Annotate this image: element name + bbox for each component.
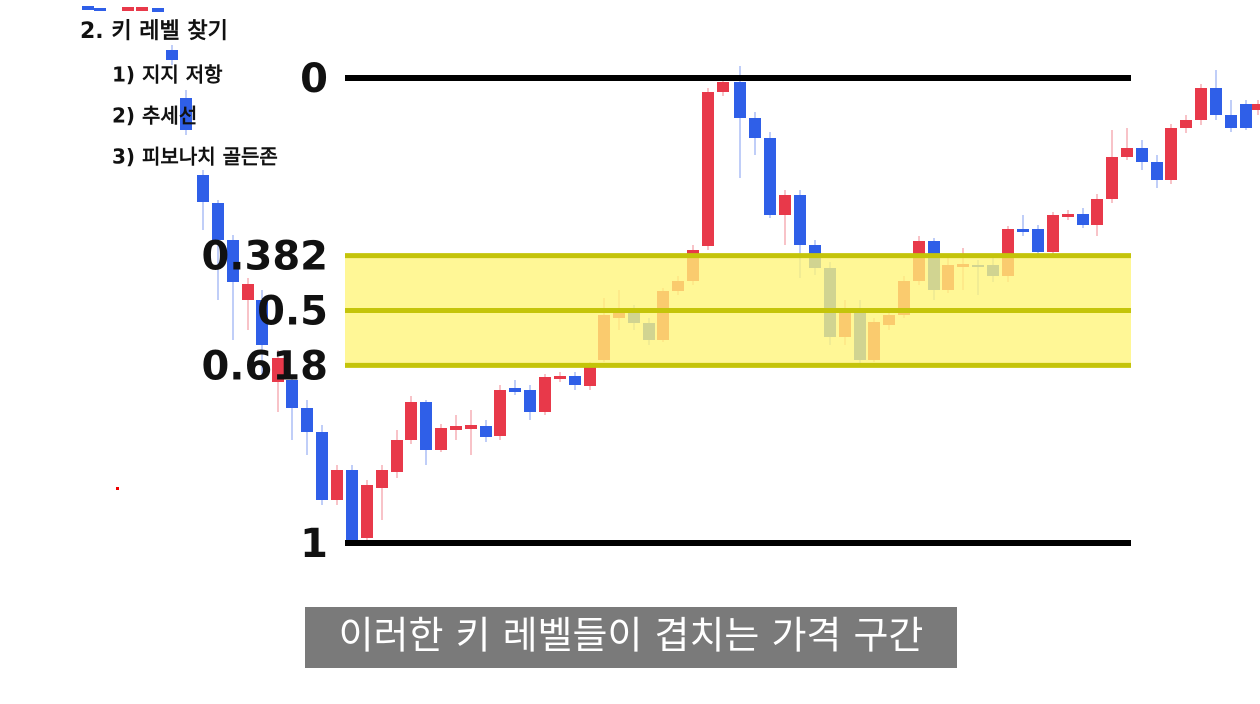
candle-body	[1077, 214, 1089, 225]
candle-body	[702, 92, 714, 246]
candle-body	[286, 380, 298, 408]
candle-body	[1195, 88, 1207, 120]
candle-body	[166, 50, 178, 60]
candle-body	[361, 485, 373, 538]
candle-body	[794, 195, 806, 245]
candle-body	[405, 402, 417, 440]
fib-label: 0.382	[201, 234, 328, 280]
candle-body	[1151, 162, 1163, 180]
menu-item: 1) 지지 저항	[112, 63, 223, 87]
candle-body	[346, 470, 358, 540]
candle-body	[1210, 88, 1222, 115]
candle-body	[1165, 128, 1177, 180]
candle-body	[554, 376, 566, 379]
candle-body	[180, 98, 192, 130]
candle-body	[1032, 229, 1044, 252]
candle-body	[779, 195, 791, 215]
candle-body	[450, 426, 462, 430]
candle-body	[749, 118, 761, 138]
candle-body	[1225, 115, 1237, 128]
menu-item: 2) 추세선	[112, 104, 197, 128]
candle-body	[584, 366, 596, 386]
candle-body	[1240, 104, 1252, 128]
caption-box	[305, 607, 957, 668]
candle-body	[94, 8, 106, 11]
candle-body	[539, 377, 551, 412]
candle-body	[376, 470, 388, 488]
candle-body	[227, 240, 239, 282]
candle-body	[494, 390, 506, 436]
dot	[116, 487, 119, 490]
candle-body	[197, 175, 209, 202]
fib-label: 0.5	[257, 289, 328, 335]
menu-item: 3) 피보나치 골든존	[112, 145, 278, 169]
candle-body	[1252, 104, 1260, 110]
candle-body	[122, 7, 134, 11]
candle-body	[1047, 215, 1059, 252]
candle-body	[272, 358, 284, 382]
candle-body	[1017, 229, 1029, 232]
candle-body	[734, 82, 746, 118]
candle-body	[435, 428, 447, 450]
candle-body	[420, 402, 432, 450]
caption: 이러한 키 레벨들이 겹치는 가격 구간	[339, 614, 924, 658]
candle-body	[256, 300, 268, 345]
candle-body	[1091, 199, 1103, 225]
candle-body	[465, 425, 477, 429]
candle-body	[480, 426, 492, 437]
candle-body	[764, 138, 776, 215]
candle-body	[1136, 148, 1148, 162]
candle-body	[1180, 120, 1192, 128]
candle-body	[509, 388, 521, 392]
fib-label: 0	[300, 56, 328, 102]
fib-label: 1	[300, 521, 328, 567]
candle-body	[717, 82, 729, 92]
candle-body	[82, 6, 94, 10]
fib-levels: 0 0.382 0.5 0.618 1	[201, 56, 1131, 567]
candle-body	[152, 8, 164, 12]
candle-body	[524, 390, 536, 412]
candle-body	[391, 440, 403, 472]
candle-body	[301, 408, 313, 432]
candle-body	[136, 7, 148, 11]
candle-body	[242, 284, 254, 300]
menu-title: 2. 키 레벨 찾기	[80, 19, 228, 44]
candle-body	[212, 203, 224, 240]
candle-body	[331, 470, 343, 500]
candle-body	[1121, 148, 1133, 157]
candle-body	[1062, 214, 1074, 217]
candle-body	[316, 432, 328, 500]
candle-body	[1106, 157, 1118, 199]
candle-body	[569, 376, 581, 385]
fib-label: 0.618	[201, 343, 328, 389]
